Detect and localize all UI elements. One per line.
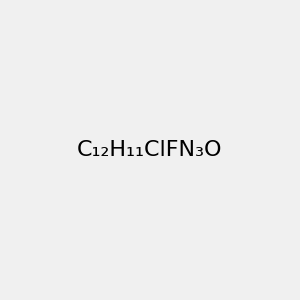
Text: C₁₂H₁₁ClFN₃O: C₁₂H₁₁ClFN₃O — [77, 140, 223, 160]
